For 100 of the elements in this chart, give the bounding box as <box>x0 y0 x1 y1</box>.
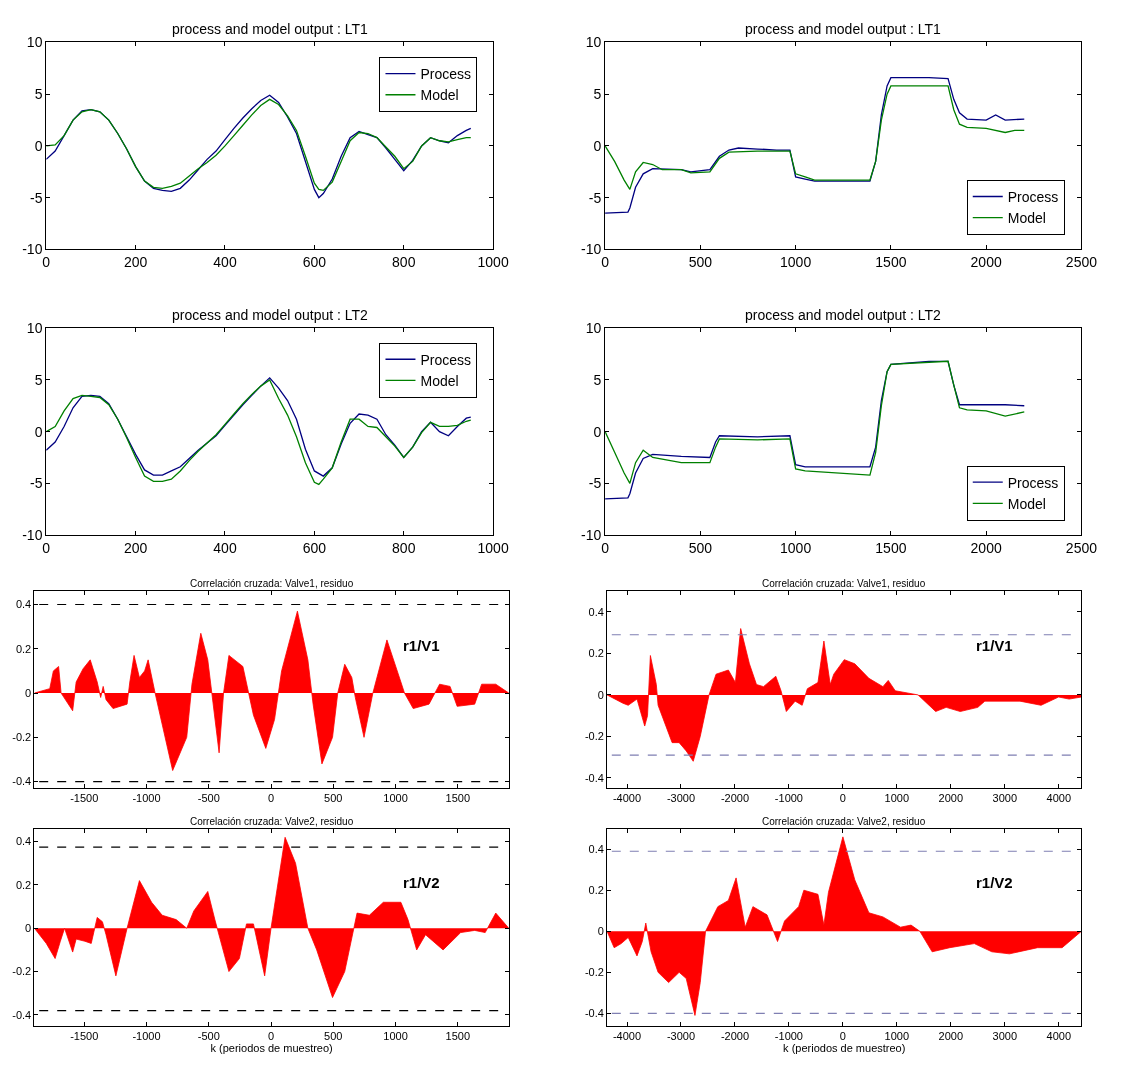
line-series <box>605 85 1025 191</box>
chart-title: process and model output : LT1 <box>745 21 942 37</box>
x-tick-label: 3000 <box>992 1029 1018 1042</box>
y-tick-label: 0 <box>34 137 43 154</box>
x-tick-label: 0 <box>839 1029 846 1042</box>
y-tick-label: 10 <box>26 320 43 337</box>
x-tick-label: 1000 <box>477 254 509 271</box>
y-tick-label: 0 <box>25 686 32 699</box>
y-tick-label: -0.2 <box>12 965 32 978</box>
y-tick-label: -5 <box>588 475 602 492</box>
x-tick-label: 500 <box>688 539 713 556</box>
x-tick-label: 2000 <box>938 1029 964 1042</box>
legend-label: Process <box>1007 188 1059 205</box>
x-tick-label: -1000 <box>132 1029 161 1042</box>
y-tick-label: 0 <box>25 922 32 935</box>
y-tick-label: 10 <box>585 34 602 51</box>
y-tick-label: 0.2 <box>15 878 32 891</box>
y-tick-label: -0.4 <box>12 1008 32 1021</box>
y-tick-label: -5 <box>588 189 602 206</box>
x-tick-label: 1000 <box>884 1029 910 1042</box>
x-tick-label: -1500 <box>70 1029 99 1042</box>
x-tick-label: 1000 <box>383 1029 408 1042</box>
legend-label: Process <box>420 66 472 83</box>
x-tick-label: 1500 <box>875 539 907 556</box>
x-tick-label: 2000 <box>970 539 1002 556</box>
y-tick-label: 0.2 <box>15 642 32 655</box>
x-tick-label: 600 <box>302 539 327 556</box>
x-tick-label: 0 <box>839 792 846 805</box>
x-axis-title: k (periodos de muestreo) <box>210 1041 333 1054</box>
x-tick-label: -2000 <box>720 1029 750 1042</box>
y-tick-label: 0.2 <box>588 884 604 897</box>
annotation: r1/V2 <box>403 874 440 891</box>
chart-title: Correlación cruzada: Valve2, residuo <box>190 816 354 827</box>
y-tick-label: -0.2 <box>584 966 604 979</box>
y-tick-label: 0.4 <box>588 843 604 856</box>
x-tick-label: -500 <box>197 1029 220 1042</box>
legend-label: Model <box>1007 495 1046 512</box>
x-tick-label: 2500 <box>1065 254 1098 271</box>
y-tick-label: 0.4 <box>15 598 32 611</box>
x-tick-label: 3000 <box>992 792 1018 805</box>
x-tick-label: 400 <box>213 539 237 556</box>
y-tick-label: -5 <box>29 189 43 206</box>
x-tick-label: 200 <box>123 254 148 271</box>
chart-title: process and model output : LT2 <box>172 307 369 323</box>
x-tick-label: 4000 <box>1046 792 1072 805</box>
x-tick-label: 2500 <box>1065 539 1098 556</box>
x-tick-label: -500 <box>197 792 220 805</box>
x-tick-label: -1000 <box>132 792 161 805</box>
x-tick-label: 1000 <box>780 254 812 271</box>
chart-title: process and model output : LT2 <box>745 307 942 323</box>
y-tick-label: 10 <box>585 320 602 337</box>
x-tick-label: 1000 <box>383 792 408 805</box>
x-tick-label: 1000 <box>780 539 812 556</box>
y-tick-label: -0.4 <box>584 1007 604 1020</box>
x-tick-label: 1500 <box>445 1029 471 1042</box>
annotation: r1/V1 <box>403 637 440 654</box>
x-tick-label: 0 <box>267 792 275 805</box>
y-tick-label: -0.4 <box>584 771 604 784</box>
x-tick-label: 400 <box>213 254 237 271</box>
legend-label: Process <box>420 351 472 368</box>
x-tick-label: 1000 <box>884 792 910 805</box>
x-tick-label: 0 <box>267 1029 275 1042</box>
chart-title: Correlación cruzada: Valve1, residuo <box>762 578 926 589</box>
x-tick-label: -3000 <box>666 792 696 805</box>
y-tick-label: -10 <box>22 241 43 258</box>
y-tick-label: -10 <box>22 526 43 543</box>
chart-title: process and model output : LT1 <box>172 21 369 37</box>
legend-label: Model <box>420 87 459 104</box>
y-tick-label: 0 <box>34 423 43 440</box>
annotation: r1/V1 <box>976 637 1013 654</box>
y-tick-label: 0.2 <box>588 647 604 660</box>
x-tick-label: 500 <box>688 254 713 271</box>
x-tick-label: -4000 <box>612 1029 642 1042</box>
x-tick-label: -4000 <box>612 792 642 805</box>
y-tick-label: 0 <box>597 925 604 938</box>
y-tick-label: 5 <box>593 86 602 103</box>
x-tick-label: 500 <box>324 792 343 805</box>
y-tick-label: 10 <box>26 34 43 51</box>
x-tick-label: 1500 <box>875 254 907 271</box>
y-tick-label: -0.4 <box>12 775 32 788</box>
annotation: r1/V2 <box>976 874 1013 891</box>
x-tick-label: 1000 <box>477 539 509 556</box>
x-tick-label: -1000 <box>774 1029 803 1042</box>
x-tick-label: 800 <box>392 539 416 556</box>
legend-label: Process <box>1007 474 1059 491</box>
y-tick-label: 5 <box>34 86 43 103</box>
y-tick-label: -0.2 <box>584 730 604 743</box>
x-tick-label: 1500 <box>445 792 471 805</box>
y-tick-label: -10 <box>581 526 602 543</box>
chart-title: Correlación cruzada: Valve1, residuo <box>190 578 354 589</box>
y-tick-label: 0.4 <box>15 835 32 848</box>
x-tick-label: 800 <box>392 254 416 271</box>
x-tick-label: -1000 <box>774 792 803 805</box>
y-tick-label: -5 <box>29 475 43 492</box>
x-tick-label: 600 <box>302 254 327 271</box>
legend-label: Model <box>1007 210 1046 227</box>
x-tick-label: 2000 <box>938 792 964 805</box>
x-tick-label: 500 <box>324 1029 343 1042</box>
y-tick-label: 0 <box>597 688 604 701</box>
y-tick-label: 0.4 <box>588 605 604 618</box>
